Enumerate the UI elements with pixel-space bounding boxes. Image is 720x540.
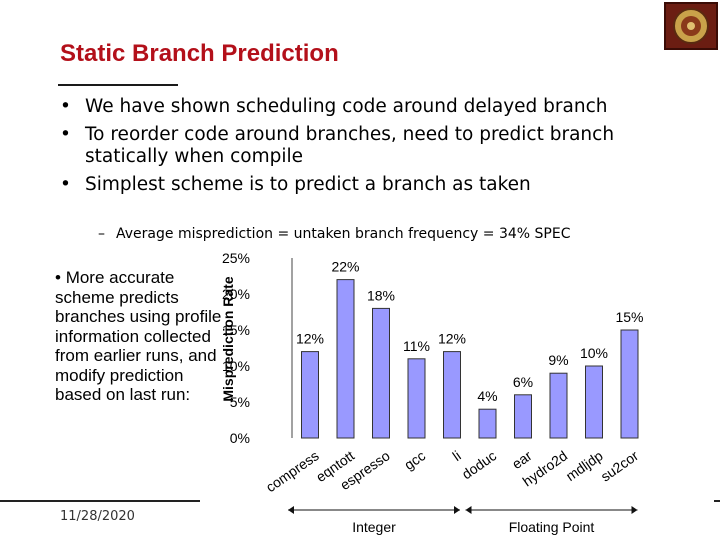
bars (301, 279, 639, 439)
y-axis-label: Misprediction Rate (220, 276, 236, 401)
value-label: 4% (477, 388, 497, 404)
arrow-right-icon (454, 506, 460, 514)
bullet-item: • To reorder code around branches, need … (58, 124, 618, 168)
y-tick-label: 5% (230, 394, 250, 410)
arrow-left-icon (465, 506, 472, 514)
value-label: 6% (513, 374, 533, 390)
bar-mdljdp (585, 365, 603, 439)
bar-hydro2d (549, 372, 568, 439)
university-seal-icon (664, 2, 718, 50)
bar-eqntott (336, 279, 355, 439)
value-label: 11% (403, 338, 430, 354)
category-label: gcc (401, 447, 428, 473)
footer-rule-right (714, 500, 720, 502)
category-label: mdljdp (563, 447, 606, 484)
bullet-text: We have shown scheduling code around del… (85, 96, 608, 117)
y-tick-label: 15% (222, 322, 250, 338)
bar-gcc (407, 358, 426, 439)
side-note-dot: • (55, 268, 61, 287)
slide-date: 11/28/2020 (60, 509, 135, 524)
bar-compress (301, 351, 319, 439)
footer-rule-left (0, 500, 200, 502)
group-brackets: Integer Floating Point (288, 506, 638, 535)
value-label: 22% (331, 259, 359, 275)
side-note-text: More accurate scheme predicts branches u… (55, 268, 222, 404)
sub-bullet: – Average misprediction = untaken branch… (98, 226, 636, 242)
bullet-dot: • (60, 124, 71, 145)
y-tick-label: 20% (222, 286, 250, 302)
bullet-item: • We have shown scheduling code around d… (58, 96, 618, 118)
bullet-dot: • (60, 174, 71, 195)
bullet-dot: • (60, 96, 71, 117)
y-tick-label: 25% (222, 250, 250, 266)
category-label: doduc (459, 447, 499, 482)
bar-espresso (372, 307, 390, 439)
value-label: 12% (438, 331, 466, 347)
category-label: li (449, 447, 463, 464)
value-labels: 12% 22% 18% 11% 12% 4% 6% 9% 10% 15% (296, 259, 644, 405)
bullet-text: To reorder code around branches, need to… (85, 124, 615, 167)
bullet-list: • We have shown scheduling code around d… (58, 96, 618, 202)
value-label: 18% (367, 287, 395, 303)
y-ticks: 0% 5% 10% 15% 20% 25% (222, 250, 250, 446)
y-tick-label: 10% (222, 358, 250, 374)
sub-bullet-text: Average misprediction = untaken branch f… (116, 226, 571, 242)
bullet-item: • Simplest scheme is to predict a branch… (58, 174, 618, 196)
misprediction-chart: Misprediction Rate 0% 5% 10% 15% 20% 25% 12% 2… (220, 250, 644, 535)
value-label: 9% (548, 352, 568, 368)
bar-ear (514, 394, 532, 439)
sub-bullet-dash: – (98, 226, 105, 242)
arrow-left-icon (288, 506, 294, 514)
bar-su2cor (620, 329, 639, 439)
value-label: 10% (580, 345, 608, 361)
group-label: Floating Point (509, 519, 595, 535)
value-label: 12% (296, 331, 324, 347)
group-label: Integer (352, 519, 396, 535)
side-note: • More accurate scheme predicts branches… (55, 268, 225, 405)
slide-title: Static Branch Prediction (60, 40, 339, 67)
bar-li (443, 351, 461, 439)
value-label: 15% (615, 309, 643, 325)
bar-doduc (478, 408, 497, 439)
category-label: su2cor (598, 447, 642, 484)
title-underline (58, 84, 178, 86)
arrow-right-icon (631, 506, 638, 514)
y-tick-label: 0% (230, 430, 250, 446)
bullet-text: Simplest scheme is to predict a branch a… (85, 174, 531, 195)
